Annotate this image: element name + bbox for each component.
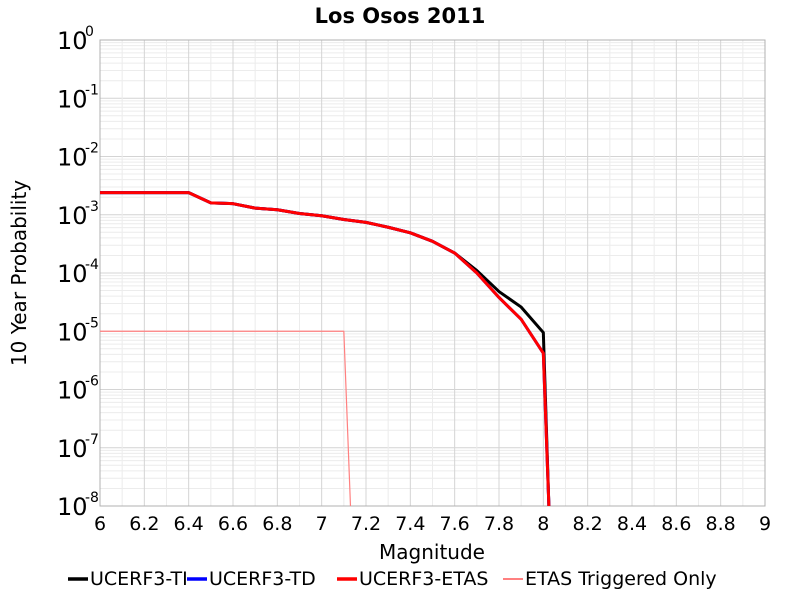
legend-label: UCERF3-TD (209, 568, 316, 590)
y-tick-exponent: -5 (85, 315, 99, 331)
series-line-ucerf3-ti (100, 191, 551, 507)
legend-label: UCERF3-TI (90, 568, 188, 590)
y-tick-base: 10 (57, 318, 88, 346)
x-tick-label: 9 (759, 513, 771, 535)
x-tick-label: 7.2 (351, 513, 381, 535)
x-axis-label: Magnitude (379, 540, 485, 564)
x-tick-label: 8.8 (706, 513, 736, 535)
x-tick-label: 6.8 (262, 513, 292, 535)
y-tick-base: 10 (57, 27, 88, 55)
legend-label: UCERF3-ETAS (359, 568, 488, 590)
y-tick-label: 10-2 (57, 141, 99, 172)
y-tick-base: 10 (57, 144, 88, 172)
legend-label: ETAS Triggered Only (525, 568, 717, 590)
y-tick-label: 10-4 (57, 257, 99, 288)
y-tick-exponent: -7 (85, 432, 99, 448)
series-line-ucerf3-etas (100, 191, 551, 507)
y-axis-label: 10 Year Probability (7, 180, 31, 366)
legend-item: UCERF3-TD (187, 568, 316, 590)
plot-area (99, 39, 766, 507)
x-tick-label: 7.4 (395, 513, 425, 535)
y-tick-exponent: 0 (85, 24, 94, 40)
x-tick-label: 7 (316, 513, 328, 535)
x-tick-label: 7.8 (484, 513, 514, 535)
y-tick-base: 10 (57, 202, 88, 230)
y-tick-exponent: -6 (85, 374, 99, 390)
x-tick-label: 8 (537, 513, 549, 535)
x-tick-label: 8.2 (573, 513, 603, 535)
series-line-ucerf3-td (100, 191, 551, 507)
series-line-etas-triggered-only (100, 330, 352, 507)
x-tick-label: 6 (94, 513, 106, 535)
x-axis-ticks: 6 6.2 6.4 6.6 6.8 7 7.2 7.4 7.6 7.8 8 8.2 8.4 8.6 8.8 9 (94, 513, 771, 535)
y-tick-exponent: -3 (85, 199, 99, 215)
y-tick-base: 10 (57, 493, 88, 521)
y-tick-label: 10-6 (57, 374, 99, 405)
x-tick-label: 8.4 (617, 513, 647, 535)
legend-item: UCERF3-ETAS (337, 568, 488, 590)
y-tick-label: 10-5 (57, 315, 99, 346)
y-tick-exponent: -1 (85, 82, 99, 98)
y-tick-label: 10-1 (57, 82, 99, 113)
y-tick-base: 10 (57, 260, 88, 288)
x-tick-label: 6.6 (218, 513, 248, 535)
y-tick-label: 10-8 (57, 490, 99, 521)
y-tick-exponent: -2 (85, 141, 99, 157)
chart-title: Los Osos 2011 (315, 4, 486, 28)
legend-item: ETAS Triggered Only (503, 568, 717, 590)
y-tick-exponent: -8 (85, 490, 99, 506)
legend-item: UCERF3-TI (68, 568, 188, 590)
y-tick-label: 10-7 (57, 432, 99, 463)
grid-lines (99, 39, 766, 507)
series-layer (100, 191, 551, 507)
y-tick-base: 10 (57, 377, 88, 405)
x-tick-label: 8.6 (661, 513, 691, 535)
x-tick-label: 7.6 (440, 513, 470, 535)
y-tick-base: 10 (57, 85, 88, 113)
x-tick-label: 6.2 (129, 513, 159, 535)
y-tick-exponent: -4 (85, 257, 99, 273)
y-tick-label: 10-3 (57, 199, 99, 230)
legend: UCERF3-TI UCERF3-TD UCERF3-ETAS ETAS Trigge… (68, 568, 717, 590)
x-tick-label: 6.4 (174, 513, 204, 535)
y-tick-base: 10 (57, 435, 88, 463)
y-tick-label: 100 (57, 24, 94, 55)
